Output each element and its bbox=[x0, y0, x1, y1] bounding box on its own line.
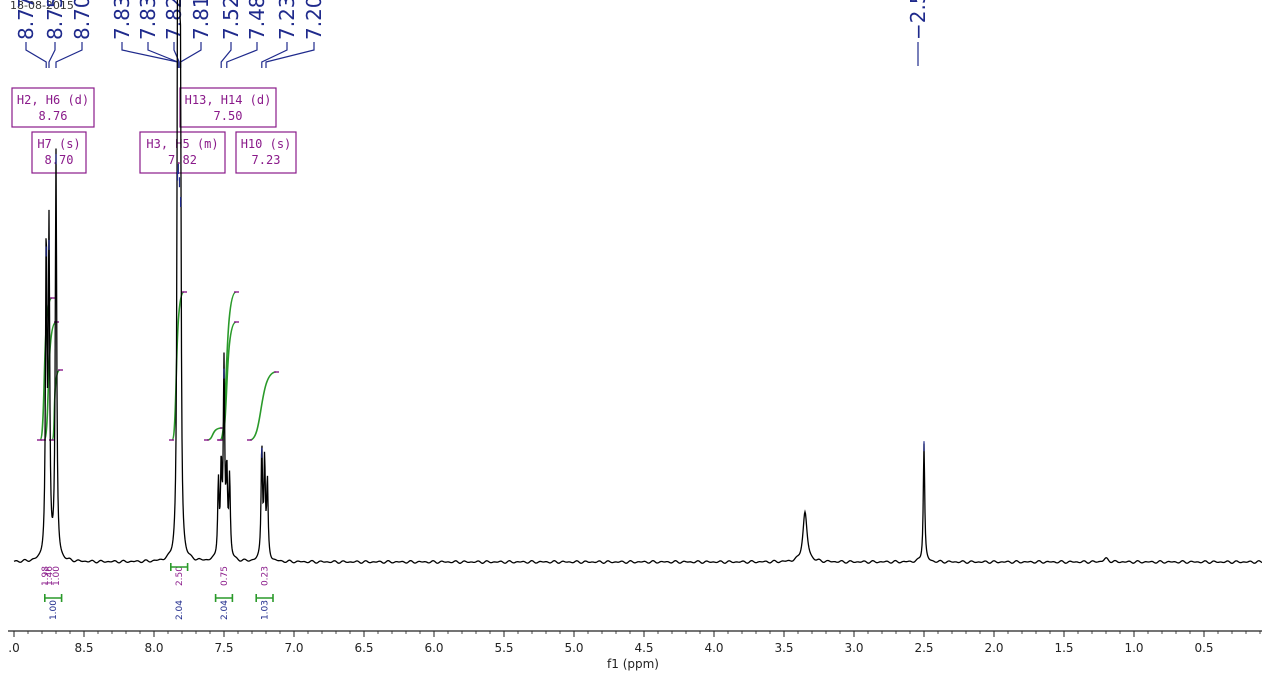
peak-label: 7.82 bbox=[162, 0, 186, 40]
peak-label-leader bbox=[226, 42, 258, 68]
x-tick-label: 1.5 bbox=[1054, 641, 1073, 655]
x-tick-label: 4.0 bbox=[704, 641, 723, 655]
peak-label: 7.52 bbox=[219, 0, 243, 40]
integral-curve bbox=[206, 427, 223, 441]
peak-label: 7.81 bbox=[189, 0, 213, 40]
integral-value: 2.04 bbox=[220, 600, 230, 620]
annotation-name: H3, H5 (m) bbox=[146, 137, 218, 151]
annotation-value: 8.70 bbox=[45, 153, 74, 167]
x-tick-label: 4.5 bbox=[634, 641, 653, 655]
peak-label-leader bbox=[48, 42, 56, 68]
integral-value: 1.00 bbox=[52, 566, 62, 586]
integral-value: 0.75 bbox=[220, 566, 230, 586]
peak-label-leader bbox=[180, 42, 202, 68]
peak-label: 7.48 bbox=[245, 0, 269, 40]
peak-label-leader bbox=[55, 42, 83, 68]
annotation-box bbox=[179, 87, 277, 128]
integral-curve bbox=[219, 291, 237, 441]
integral-value: 1.46 bbox=[45, 566, 55, 586]
integral-value: 0.23 bbox=[261, 566, 271, 586]
peak-label: 7.83 bbox=[136, 0, 160, 40]
integral-value: 1.03 bbox=[261, 600, 271, 620]
integral-curve bbox=[51, 369, 61, 441]
peak-label: −2.50 bbox=[906, 0, 930, 40]
peak-label: 7.23 bbox=[275, 0, 299, 40]
x-tick-label: 2.5 bbox=[914, 641, 933, 655]
peak-labels: 8.77 8.75 8.70 7.83 7.83 7.82 7.81 7.52 7.48 7.23… bbox=[14, 0, 930, 68]
peak-label-leader bbox=[261, 42, 288, 68]
peak-label-leader bbox=[220, 42, 232, 68]
x-tick-label: 7.5 bbox=[214, 641, 233, 655]
peak-label: 7.83 bbox=[110, 0, 134, 40]
integral-value: 1.98 bbox=[41, 566, 51, 586]
x-tick-label: 3.5 bbox=[774, 641, 793, 655]
annotation-value: 8.76 bbox=[39, 109, 68, 123]
peak-annotations: H2, H6 (d) 8.76 H7 (s) 8.70 H3, H5 (m) 7.82 H1… bbox=[11, 87, 297, 174]
x-tick-label: 2.0 bbox=[984, 641, 1003, 655]
x-tick-label: 6.5 bbox=[354, 641, 373, 655]
x-axis-label: f1 (ppm) bbox=[607, 657, 659, 671]
integral-curves bbox=[37, 291, 279, 441]
peak-label: 8.70 bbox=[70, 0, 94, 40]
peak-label-leader bbox=[121, 42, 179, 68]
x-tick-label: 6.0 bbox=[424, 641, 443, 655]
integral-value: 2.04 bbox=[175, 600, 185, 620]
annotation-box bbox=[235, 131, 297, 174]
annotation-box bbox=[11, 87, 95, 128]
annotation-name: H13, H14 (d) bbox=[185, 93, 272, 107]
x-tick-label: 8.0 bbox=[144, 641, 163, 655]
x-axis-ticks: .0 8.5 8.0 7.5 7.0 6.5 6.0 5.5 5.0 4.5 4.0 3.5 3.0 2.… bbox=[8, 631, 1261, 655]
peak-label: 8.77 bbox=[14, 0, 38, 40]
peak-label: 7.20 bbox=[302, 0, 326, 40]
x-tick-label: .0 bbox=[8, 641, 19, 655]
integral-value: 1.00 bbox=[49, 600, 59, 620]
annotation-value: 7.23 bbox=[252, 153, 281, 167]
x-tick-label: 3.0 bbox=[844, 641, 863, 655]
annotation-value: 7.82 bbox=[168, 153, 197, 167]
annotation-name: H10 (s) bbox=[241, 137, 292, 151]
spectrum-line bbox=[13, 0, 1262, 564]
x-tick-label: 7.0 bbox=[284, 641, 303, 655]
annotation-value: 7.50 bbox=[214, 109, 243, 123]
peak-label-leader bbox=[265, 42, 315, 68]
peak-label-leader bbox=[173, 42, 180, 68]
peak-markers bbox=[45, 154, 925, 458]
x-tick-label: 0.5 bbox=[1194, 641, 1213, 655]
annotation-box bbox=[31, 131, 87, 174]
integral-regions: 1.981.461.00 2.50 0.75 0.231.00 2.04 2.04 1.03 bbox=[41, 563, 274, 620]
annotation-box bbox=[139, 131, 226, 174]
acquisition-date: 18-08-2015 bbox=[10, 0, 74, 12]
x-tick-label: 8.5 bbox=[74, 641, 93, 655]
annotation-name: H2, H6 (d) bbox=[17, 93, 89, 107]
x-tick-label: 5.5 bbox=[494, 641, 513, 655]
x-tick-label: 1.0 bbox=[1124, 641, 1143, 655]
integral-curve bbox=[249, 371, 277, 441]
peak-label: 8.75 bbox=[43, 0, 67, 40]
x-tick-label: 5.0 bbox=[564, 641, 583, 655]
peak-label-leader bbox=[25, 42, 47, 68]
annotation-name: H7 (s) bbox=[37, 137, 80, 151]
peak-label-leader bbox=[147, 42, 179, 68]
integral-value: 2.50 bbox=[175, 566, 185, 586]
